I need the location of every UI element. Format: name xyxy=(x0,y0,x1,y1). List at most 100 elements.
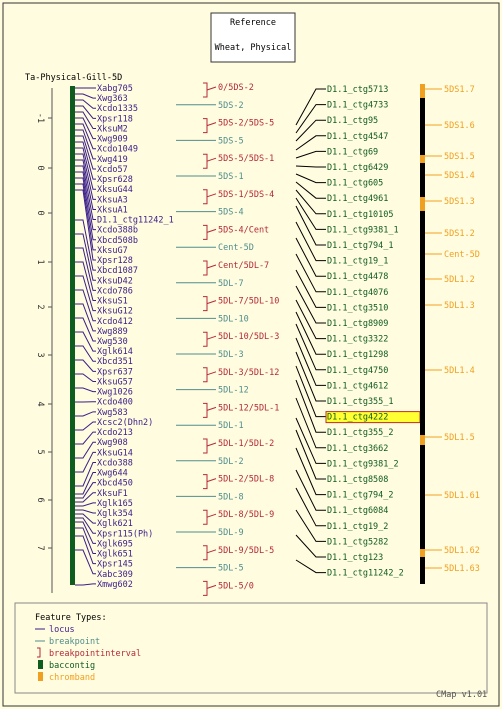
locus-label[interactable]: Xpsr637 xyxy=(97,367,133,377)
contig-label[interactable]: D1.1_ctg8909 xyxy=(327,319,388,329)
interval-label[interactable]: 5DL-5/0 xyxy=(218,581,254,591)
chromband-block[interactable] xyxy=(420,435,425,445)
contig-label[interactable]: D1.1_ctg355_2 xyxy=(327,428,394,438)
locus-label[interactable]: Xbcd351 xyxy=(97,357,133,367)
locus-label[interactable]: Xwg1026 xyxy=(97,388,133,398)
locus-label[interactable]: Xabc309 xyxy=(97,570,133,580)
chromband-label[interactable]: Cent-5D xyxy=(444,250,480,260)
contig-label[interactable]: D1.1_ctg5282 xyxy=(327,537,388,547)
chromband-label[interactable]: 5DL1.63 xyxy=(444,564,480,574)
locus-label[interactable]: Xwg889 xyxy=(97,327,128,337)
locus-label[interactable]: XksuG14 xyxy=(97,448,133,458)
chromband-label[interactable]: 5DL1.5 xyxy=(444,433,475,443)
interval-label[interactable]: 5DS-1 xyxy=(218,172,244,182)
interval-label[interactable]: 5DL-3 xyxy=(218,350,244,360)
locus-label[interactable]: Xpsr628 xyxy=(97,175,133,185)
locus-label[interactable]: Xglk651 xyxy=(97,550,133,560)
contig-label[interactable]: D1.1_ctg8508 xyxy=(327,475,388,485)
locus-label[interactable]: XksuA1 xyxy=(97,205,128,215)
locus-label[interactable]: Xglk165 xyxy=(97,499,133,509)
locus-label[interactable]: Xglk354 xyxy=(97,509,133,519)
locus-label[interactable]: Xcdo388b xyxy=(97,226,138,236)
locus-label[interactable]: Xcdo57 xyxy=(97,165,128,175)
chromband-label[interactable]: 5DS1.2 xyxy=(444,229,475,239)
contig-label[interactable]: D1.1_ctg95 xyxy=(327,116,378,126)
contig-label[interactable]: D1.1_ctg10105 xyxy=(327,210,394,220)
locus-label[interactable]: Xwg530 xyxy=(97,337,128,347)
map-baccontig-bar[interactable] xyxy=(70,86,75,585)
interval-label[interactable]: 5DL-10/5DL-3 xyxy=(218,332,279,342)
contig-label[interactable]: D1.1_ctg123 xyxy=(327,553,383,563)
interval-label[interactable]: 5DL-5 xyxy=(218,564,244,574)
contig-label[interactable]: D1.1_ctg5713 xyxy=(327,85,388,95)
interval-label[interactable]: 5DL-1/5DL-2 xyxy=(218,439,274,449)
contig-label[interactable]: D1.1_ctg4961 xyxy=(327,194,388,204)
contig-label[interactable]: D1.1_ctg3510 xyxy=(327,303,388,313)
chromband-block[interactable] xyxy=(420,549,425,557)
locus-label[interactable]: Xcdo786 xyxy=(97,286,133,296)
contig-label[interactable]: D1.1_ctg69 xyxy=(327,147,378,157)
locus-label[interactable]: XksuF1 xyxy=(97,489,128,499)
chromband-label[interactable]: 5DL1.3 xyxy=(444,301,475,311)
locus-label[interactable]: Xcdo213 xyxy=(97,428,133,438)
locus-label[interactable]: Xwg583 xyxy=(97,408,128,418)
locus-label[interactable]: Xcdo412 xyxy=(97,317,133,327)
interval-label[interactable]: 5DS-2/5DS-5 xyxy=(218,119,274,129)
chromband-label[interactable]: 5DS1.4 xyxy=(444,171,475,181)
contig-label[interactable]: D1.1_ctg3662 xyxy=(327,444,388,454)
chromosome-bar[interactable] xyxy=(420,86,425,584)
locus-label[interactable]: XksuD42 xyxy=(97,276,133,286)
contig-label[interactable]: D1.1_ctg4076 xyxy=(327,288,388,298)
contig-label[interactable]: D1.1_ctg4222 xyxy=(327,413,388,423)
contig-label[interactable]: D1.1_ctg605 xyxy=(327,179,383,189)
chromband-label[interactable]: 5DS1.6 xyxy=(444,121,475,131)
interval-label[interactable]: Cent-5D xyxy=(218,243,254,253)
locus-label[interactable]: Xcdo400 xyxy=(97,398,133,408)
locus-label[interactable]: XksuG44 xyxy=(97,185,133,195)
locus-label[interactable]: Xwg644 xyxy=(97,469,128,479)
chromband-block[interactable] xyxy=(420,197,425,211)
locus-label[interactable]: Xpsr128 xyxy=(97,256,133,266)
locus-label[interactable]: Xpsr118 xyxy=(97,114,133,124)
interval-label[interactable]: 5DL-7/5DL-10 xyxy=(218,297,279,307)
locus-label[interactable]: Xcdo1049 xyxy=(97,145,138,155)
chromband-label[interactable]: 5DS1.3 xyxy=(444,197,475,207)
contig-label[interactable]: D1.1_ctg4750 xyxy=(327,366,388,376)
chromband-block[interactable] xyxy=(420,84,425,98)
locus-label[interactable]: Xwg363 xyxy=(97,94,128,104)
chromband-label[interactable]: 5DL1.61 xyxy=(444,491,480,501)
locus-label[interactable]: Xcdo1335 xyxy=(97,104,138,114)
chromband-label[interactable]: 5DL1.2 xyxy=(444,275,475,285)
locus-label[interactable]: Xwg908 xyxy=(97,438,128,448)
contig-label[interactable]: D1.1_ctg4612 xyxy=(327,381,388,391)
interval-label[interactable]: 5DS-1/5DS-4 xyxy=(218,190,274,200)
interval-label[interactable]: 5DL-2 xyxy=(218,457,244,467)
interval-label[interactable]: 5DS-4/Cent xyxy=(218,225,269,235)
contig-label[interactable]: D1.1_ctg1298 xyxy=(327,350,388,360)
locus-label[interactable]: Xglk621 xyxy=(97,519,133,529)
locus-label[interactable]: XksuS1 xyxy=(97,297,128,307)
contig-label[interactable]: D1.1_ctg355_1 xyxy=(327,397,394,407)
locus-label[interactable]: XksuA3 xyxy=(97,195,128,205)
locus-label[interactable]: Xmwg602 xyxy=(97,580,133,590)
interval-label[interactable]: 5DL-7 xyxy=(218,279,244,289)
contig-label[interactable]: D1.1_ctg19_1 xyxy=(327,257,388,267)
locus-label[interactable]: Xpsr145 xyxy=(97,560,133,570)
locus-label[interactable]: XksuG57 xyxy=(97,377,133,387)
contig-label[interactable]: D1.1_ctg3322 xyxy=(327,335,388,345)
contig-label[interactable]: D1.1_ctg4547 xyxy=(327,132,388,142)
interval-label[interactable]: 5DL-1 xyxy=(218,421,244,431)
interval-label[interactable]: 5DL-2/5DL-8 xyxy=(218,475,274,485)
interval-label[interactable]: 5DS-4 xyxy=(218,208,244,218)
locus-label[interactable]: Xcdo388 xyxy=(97,458,133,468)
locus-label[interactable]: Xabg705 xyxy=(97,84,133,94)
locus-label[interactable]: XksuG12 xyxy=(97,307,133,317)
locus-label[interactable]: Xwg419 xyxy=(97,155,128,165)
locus-label[interactable]: Xglk614 xyxy=(97,347,133,357)
locus-label[interactable]: Xpsr115(Ph) xyxy=(97,529,153,539)
interval-label[interactable]: 5DL-10 xyxy=(218,314,249,324)
interval-label[interactable]: 5DL-3/5DL-12 xyxy=(218,368,279,378)
map-title[interactable]: Ta-Physical-Gill-5D xyxy=(25,73,122,83)
reference-header[interactable]: Reference Wheat, Physical xyxy=(210,12,296,63)
interval-label[interactable]: 5DL-8 xyxy=(218,492,244,502)
